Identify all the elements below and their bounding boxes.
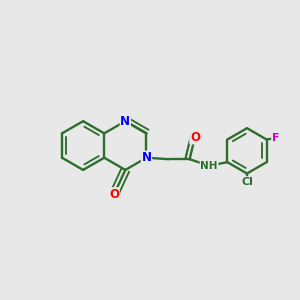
Text: NH: NH (200, 161, 218, 171)
Text: O: O (109, 188, 119, 201)
Text: F: F (272, 133, 279, 143)
Text: Cl: Cl (241, 177, 253, 187)
Text: O: O (190, 131, 200, 144)
Text: N: N (120, 115, 130, 128)
Text: N: N (141, 151, 152, 164)
